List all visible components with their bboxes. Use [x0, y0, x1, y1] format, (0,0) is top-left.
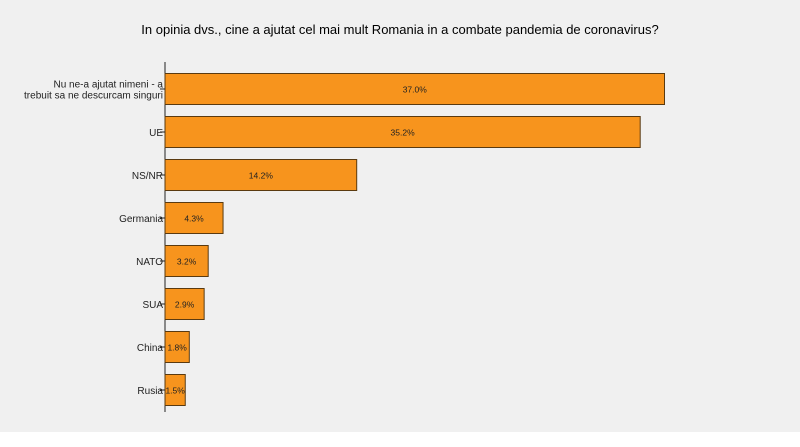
category-label-3: Germania	[119, 214, 163, 225]
chart-title: In opinia dvs., cine a ajutat cel mai mu…	[141, 22, 659, 37]
value-label-5: 2.9%	[175, 300, 195, 310]
category-label-2: NS/NR	[132, 171, 163, 182]
bar-2	[164, 159, 358, 191]
category-label-0-1: trebuit sa ne descurcam singuri	[24, 91, 163, 102]
category-label-7: Rusia	[137, 386, 163, 397]
category-label-4: NATO	[136, 257, 163, 268]
bar-0	[164, 73, 665, 105]
bar-1	[164, 116, 641, 148]
bar-5	[164, 288, 205, 320]
value-label-3: 4.3%	[184, 214, 204, 224]
value-label-0: 37.0%	[403, 85, 428, 95]
category-label-5: SUA	[142, 300, 163, 311]
category-label-1: UE	[149, 128, 163, 139]
value-label-7: 1.5%	[165, 386, 185, 396]
value-label-1: 35.2%	[391, 128, 416, 138]
value-label-4: 3.2%	[177, 257, 197, 267]
bottom-strip	[0, 432, 800, 447]
category-label-6: China	[137, 343, 164, 354]
value-label-2: 14.2%	[249, 171, 274, 181]
value-label-6: 1.8%	[167, 343, 187, 353]
category-label-0-0: Nu ne-a ajutat nimeni - a	[53, 80, 163, 91]
